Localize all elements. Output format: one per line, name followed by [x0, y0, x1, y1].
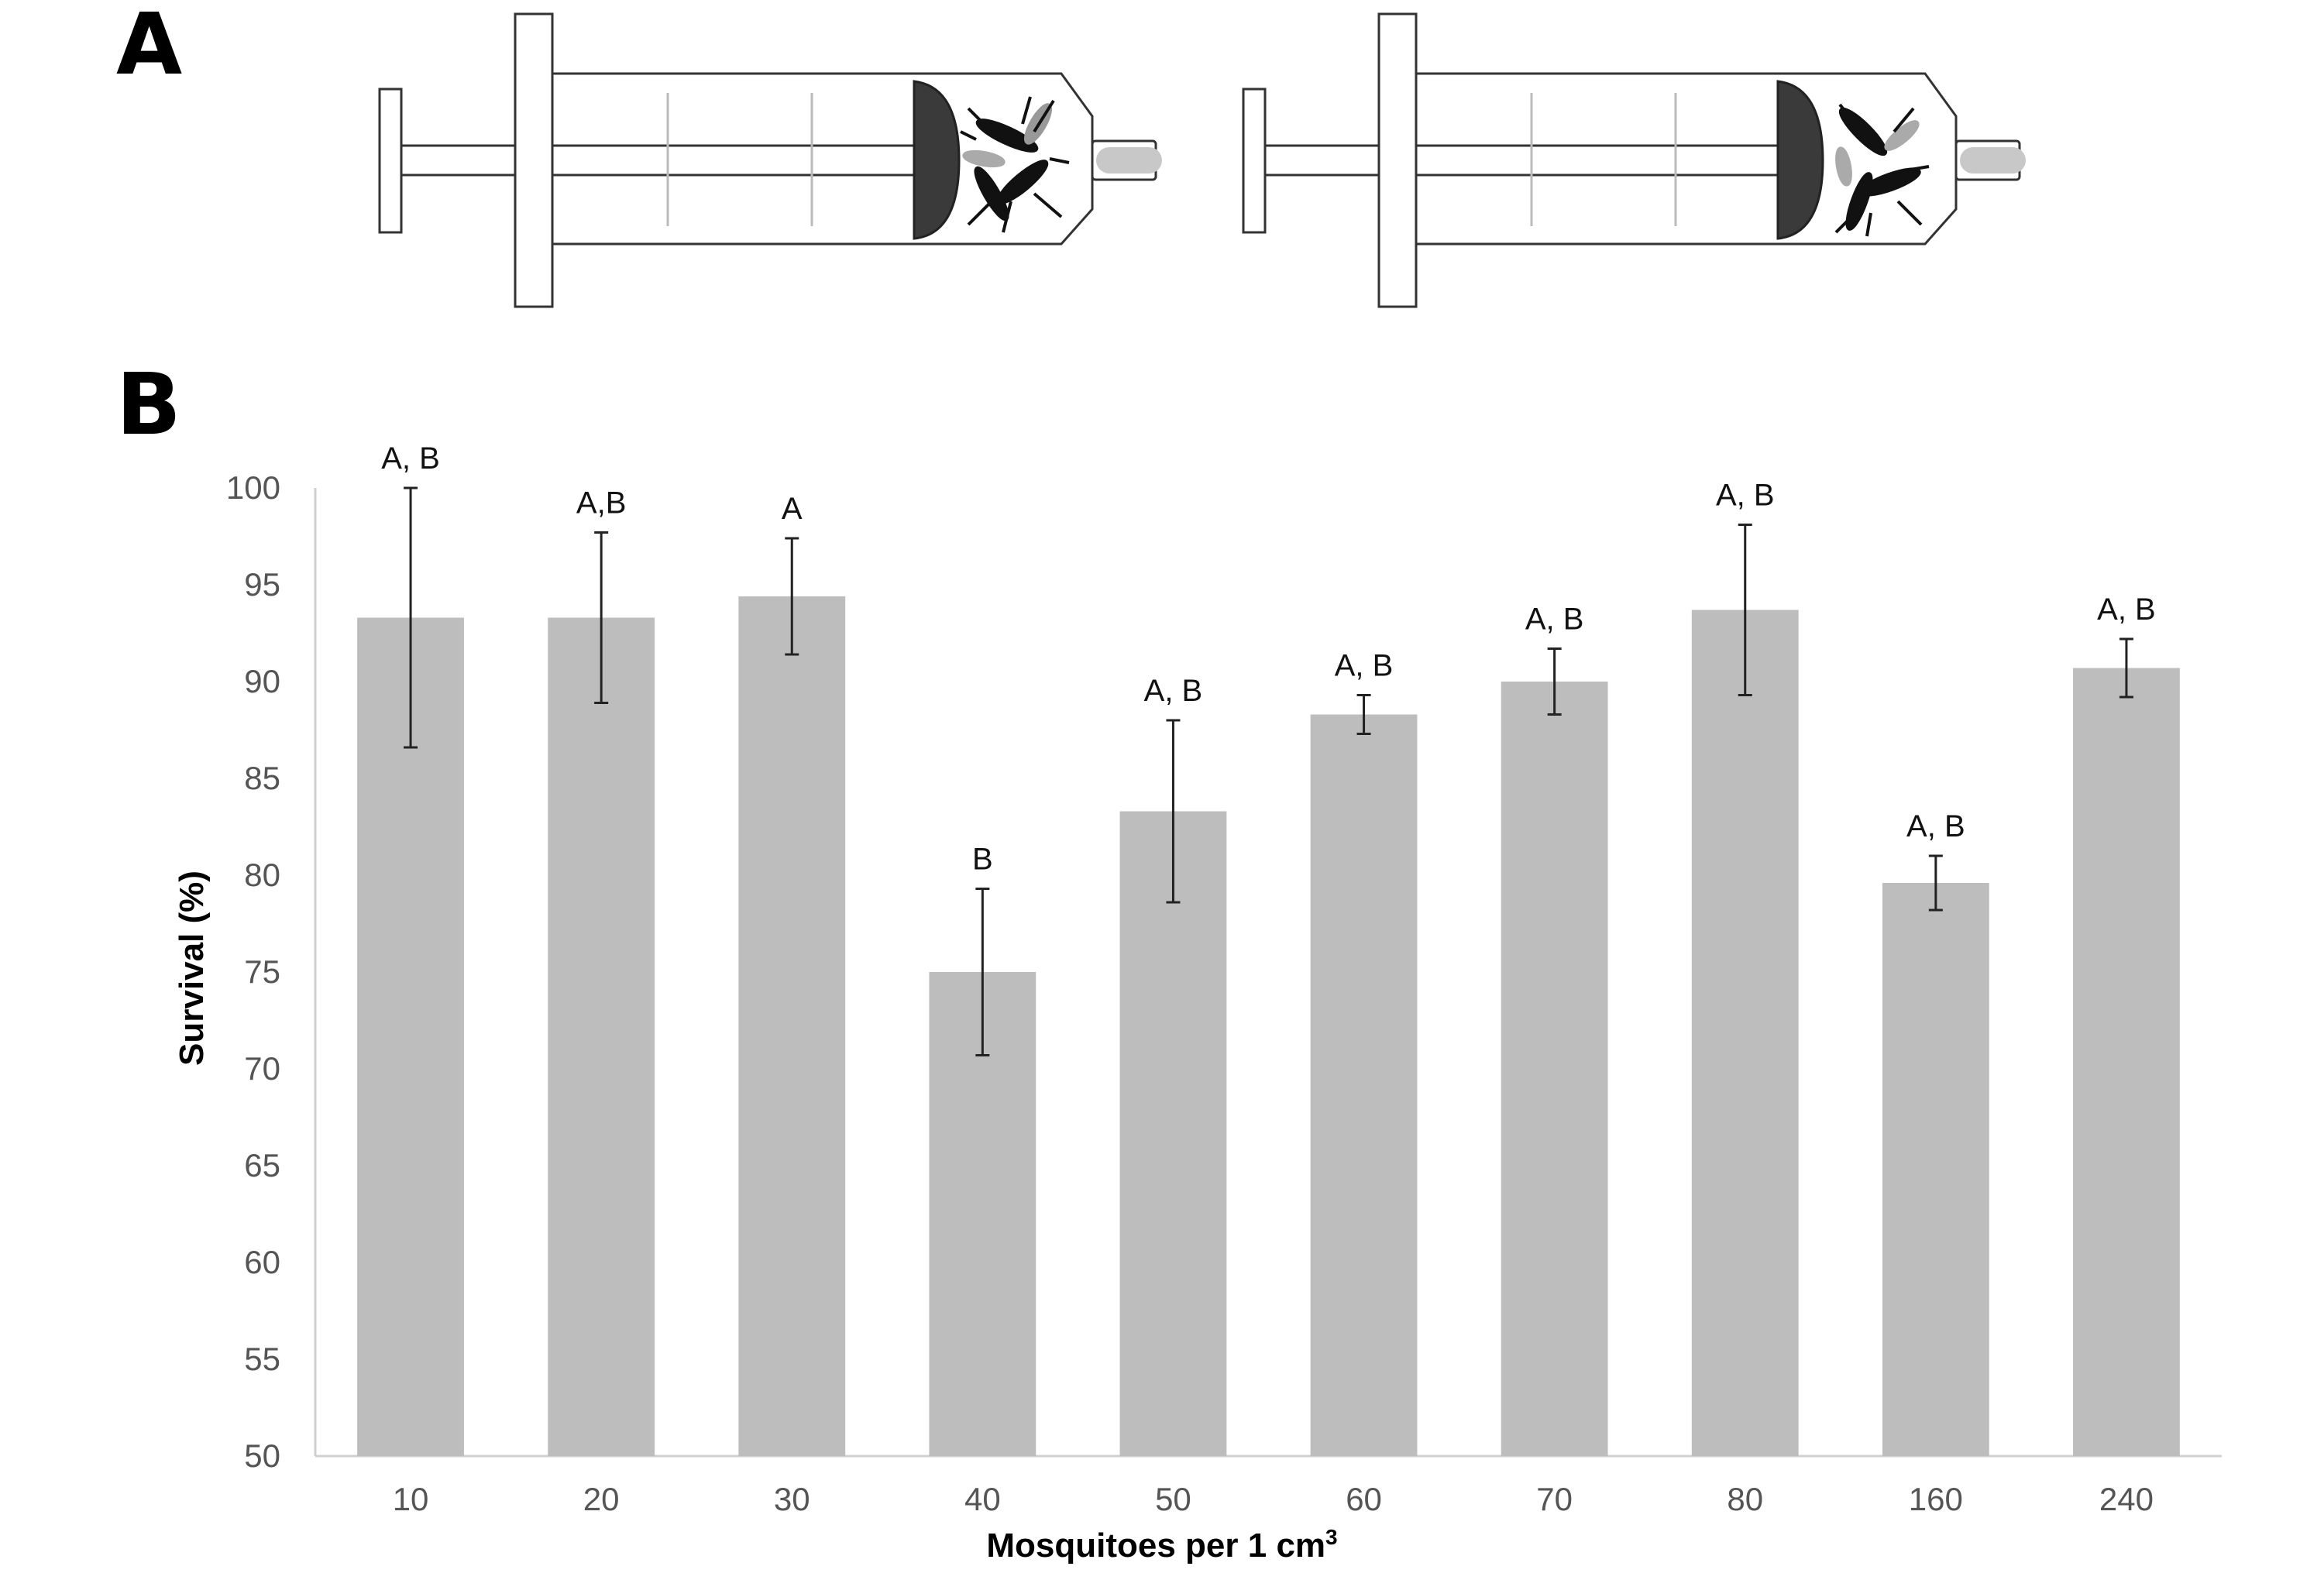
significance-label: A, B: [1906, 809, 1965, 843]
y-tick-label: 90: [244, 663, 280, 699]
y-axis-ticks: 50 55 60 65 70 75 80 85 90 95 100: [226, 469, 280, 1474]
error-bar: [2119, 637, 2133, 699]
error-bar: [1356, 694, 1371, 735]
error-bar: [1738, 524, 1752, 696]
error-bar: [1166, 719, 1181, 904]
significance-label: A, B: [1525, 603, 1584, 637]
y-tick-label: 100: [226, 469, 280, 506]
bars: [357, 596, 2180, 1456]
error-bar: [975, 888, 990, 1056]
x-axis-title-superscript: 3: [1325, 1525, 1338, 1549]
x-tick-label: 80: [1727, 1481, 1763, 1517]
x-tick-label: 10: [393, 1481, 429, 1517]
y-tick-label: 80: [244, 857, 280, 893]
x-tick-label: 160: [1909, 1481, 1963, 1517]
x-tick-label: 50: [1155, 1481, 1191, 1517]
significance-label: A, B: [1716, 479, 1775, 513]
x-tick-label: 60: [1346, 1481, 1382, 1517]
y-tick-label: 55: [244, 1341, 280, 1377]
significance-label: A, B: [1335, 649, 1394, 683]
significance-label: A,B: [576, 486, 626, 520]
syringe-illustration-right: [1242, 12, 2026, 308]
x-tick-label: 70: [1536, 1481, 1573, 1517]
bar: [1119, 811, 1227, 1456]
y-tick-label: 85: [244, 760, 280, 796]
bar: [1691, 610, 1799, 1456]
significance-label: A: [782, 492, 803, 526]
bar: [2073, 668, 2180, 1456]
y-tick-label: 50: [244, 1437, 280, 1474]
syringe-illustration-left: [378, 12, 1162, 308]
bar: [357, 617, 464, 1456]
error-bars: [404, 486, 2133, 1056]
x-axis-ticks: 10 20 30 40 50 60 70 80 160 240: [393, 1481, 2154, 1517]
bar: [1501, 682, 1608, 1456]
x-tick-label: 30: [774, 1481, 810, 1517]
mosquito-trio-icon: [1834, 103, 1930, 237]
error-bar: [404, 486, 418, 749]
y-tick-label: 65: [244, 1147, 280, 1183]
error-bar: [1547, 647, 1562, 716]
significance-label: A, B: [381, 441, 440, 476]
significance-label: A, B: [2097, 592, 2156, 627]
x-tick-label: 240: [2099, 1481, 2154, 1517]
significance-label: B: [972, 843, 993, 877]
x-axis-title: Mosquitoes per 1 cm3: [986, 1525, 1337, 1565]
x-tick-label: 20: [583, 1481, 620, 1517]
bar: [738, 596, 846, 1456]
significance-labels: A, B A,B A B A, B A, B A, B A, B A, B A, B: [381, 441, 2155, 877]
mosquito-cluster-icon: [960, 96, 1070, 233]
y-tick-label: 95: [244, 566, 280, 603]
error-bar: [785, 537, 799, 656]
bar: [1310, 714, 1418, 1456]
error-bar: [594, 531, 609, 704]
y-tick-label: 60: [244, 1244, 280, 1280]
bar: [548, 617, 655, 1456]
y-axis-title: Survival (%): [173, 871, 211, 1066]
error-bar: [1928, 854, 1943, 912]
y-tick-label: 70: [244, 1050, 280, 1087]
y-tick-label: 75: [244, 953, 280, 990]
significance-label: A, B: [1144, 674, 1203, 708]
panel-a-label: A: [116, 0, 182, 94]
x-tick-label: 40: [964, 1481, 1001, 1517]
bar: [1882, 883, 1989, 1456]
panel-b-label: B: [116, 355, 181, 454]
